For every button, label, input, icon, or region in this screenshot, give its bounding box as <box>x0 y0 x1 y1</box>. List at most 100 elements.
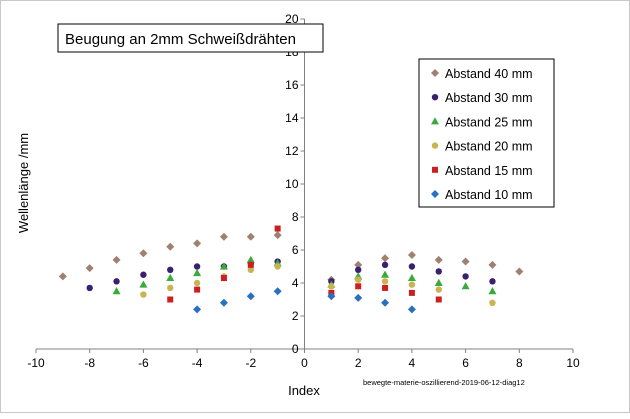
legend-marker <box>431 142 439 149</box>
legend-marker <box>431 94 439 101</box>
legend: Abstand 40 mm Abstand 30 mm Abstand 25 mm A… <box>431 67 533 202</box>
data-point <box>219 298 228 307</box>
data-point <box>193 305 202 314</box>
data-point <box>220 275 227 282</box>
data-point <box>86 284 93 292</box>
series-1 <box>58 231 524 284</box>
data-point <box>219 262 228 270</box>
legend-label: Abstand 40 mm <box>445 67 533 81</box>
data-point <box>382 284 389 291</box>
data-point <box>408 281 416 288</box>
x-tick-labels: -10 -8 -6 -4 -2 0 2 4 6 8 10 <box>27 356 580 370</box>
y-tick-label: 20 <box>285 12 299 26</box>
series-6 <box>193 287 416 314</box>
legend-marker <box>432 166 438 173</box>
legend-marker <box>431 190 439 198</box>
data-point <box>461 282 470 290</box>
x-tick-label: -6 <box>138 356 149 370</box>
data-point <box>193 279 201 287</box>
data-point <box>193 263 201 270</box>
legend-label: Abstand 30 mm <box>445 91 533 105</box>
data-point <box>354 293 363 302</box>
data-point <box>435 286 442 293</box>
data-point <box>273 287 282 296</box>
legend-item: Abstand 15 mm <box>432 164 533 178</box>
title-box <box>57 23 324 53</box>
data-point <box>167 284 174 292</box>
data-point <box>247 261 254 268</box>
y-tick-label: 14 <box>285 111 299 125</box>
legend-marker <box>431 69 439 77</box>
x-tick-label: 4 <box>409 356 416 370</box>
data-point <box>407 305 416 314</box>
data-point <box>140 291 147 298</box>
y-tick-label: 0 <box>292 342 299 356</box>
y-tick-labels: 02468101214161820 <box>285 12 299 356</box>
legend-box <box>418 58 555 208</box>
data-point <box>355 266 362 273</box>
data-point <box>273 231 282 240</box>
data-point <box>193 268 202 277</box>
legend-item: Abstand 30 mm <box>431 91 533 105</box>
legend-item: Abstand 10 mm <box>431 188 533 202</box>
y-tick-label: 4 <box>292 276 299 290</box>
data-point <box>489 278 496 285</box>
data-point <box>381 298 390 307</box>
y-axis-label: Wellenlänge /mm <box>16 133 31 233</box>
data-point <box>408 289 415 296</box>
data-point <box>113 278 120 285</box>
y-tick-label: 6 <box>292 243 299 257</box>
data-point <box>246 292 255 301</box>
data-point <box>139 280 148 288</box>
data-point <box>488 260 497 269</box>
data-point <box>355 283 362 290</box>
legend-label: Abstand 10 mm <box>445 188 533 202</box>
data-point <box>247 266 254 273</box>
x-tick-label: 8 <box>516 356 523 370</box>
data-point <box>407 250 416 259</box>
data-point <box>435 296 442 303</box>
source-note: bewegte-materie-oszillierend-2019-06-12-… <box>363 378 525 387</box>
x-tick-label: -4 <box>192 356 203 370</box>
y-tick-label: 10 <box>285 177 299 191</box>
data-point <box>381 261 389 269</box>
x-tick-label: -8 <box>84 356 95 370</box>
data-point <box>166 242 175 251</box>
data-point <box>355 276 362 283</box>
y-tick-label: 8 <box>292 210 299 224</box>
y-tick-label: 2 <box>292 309 299 323</box>
legend-label: Abstand 25 mm <box>445 115 533 129</box>
legend-label: Abstand 15 mm <box>445 164 533 178</box>
data-point <box>193 239 202 248</box>
data-point <box>488 287 497 295</box>
data-point <box>246 232 255 241</box>
data-point <box>112 255 121 264</box>
data-point <box>381 278 389 285</box>
data-point <box>407 273 416 282</box>
data-point <box>381 270 390 278</box>
legend-item: Abstand 20 mm <box>431 140 533 154</box>
legend-marker <box>431 117 439 125</box>
data-point <box>435 268 442 275</box>
data-point <box>434 255 443 264</box>
data-point <box>139 249 148 258</box>
data-point <box>85 264 94 273</box>
x-tick-label: 6 <box>462 356 469 370</box>
legend-item: Abstand 40 mm <box>431 67 533 81</box>
data-point <box>461 257 470 266</box>
legend-item: Abstand 25 mm <box>431 115 533 129</box>
legend-label: Abstand 20 mm <box>445 140 533 154</box>
data-point <box>354 260 363 269</box>
data-point <box>274 263 281 270</box>
data-point <box>58 272 67 281</box>
data-point <box>167 266 174 273</box>
data-point <box>167 296 174 303</box>
data-point <box>274 225 281 232</box>
data-point <box>166 273 175 282</box>
data-point <box>194 286 201 293</box>
data-point <box>408 263 416 270</box>
data-point <box>219 232 228 241</box>
y-tick-label: 12 <box>285 144 299 158</box>
